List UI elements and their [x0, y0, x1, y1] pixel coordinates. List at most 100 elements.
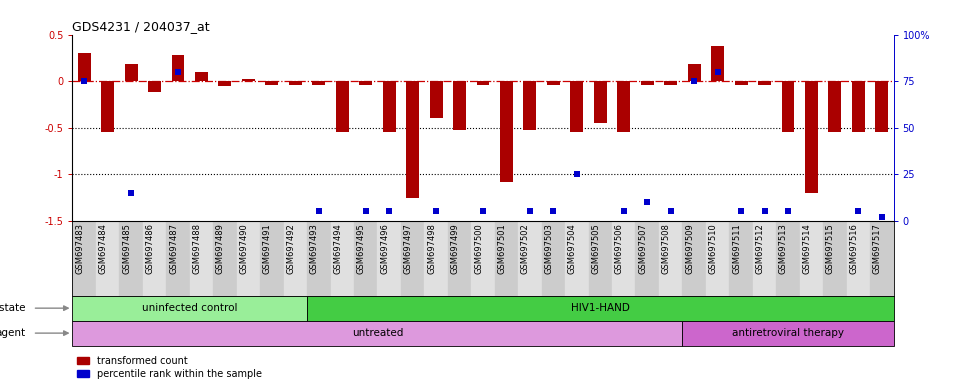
Bar: [237, 221, 260, 296]
Bar: [72, 321, 682, 346]
Text: GSM697503: GSM697503: [545, 223, 554, 274]
Bar: [213, 221, 237, 296]
Point: [569, 171, 584, 177]
Point: [639, 199, 655, 205]
Bar: [218, 81, 232, 86]
Text: GSM697501: GSM697501: [497, 223, 506, 274]
Bar: [307, 296, 894, 321]
Text: GSM697497: GSM697497: [404, 223, 412, 274]
Bar: [383, 81, 396, 132]
Text: GSM697493: GSM697493: [310, 223, 319, 274]
Text: GSM697508: GSM697508: [662, 223, 670, 274]
Point: [733, 209, 749, 215]
Bar: [284, 221, 307, 296]
Bar: [570, 81, 583, 132]
Bar: [711, 46, 724, 81]
Text: disease state: disease state: [0, 303, 25, 313]
Bar: [330, 221, 354, 296]
Bar: [524, 81, 536, 129]
Point: [523, 209, 538, 215]
Bar: [148, 81, 161, 92]
Text: GSM697494: GSM697494: [333, 223, 342, 274]
Bar: [777, 221, 800, 296]
Text: GSM697500: GSM697500: [474, 223, 483, 274]
Point: [710, 69, 725, 75]
Text: GSM697492: GSM697492: [286, 223, 296, 274]
Text: GSM697517: GSM697517: [873, 223, 882, 274]
Bar: [453, 81, 466, 129]
Bar: [242, 79, 255, 81]
Text: GSM697486: GSM697486: [146, 223, 155, 274]
Point: [358, 209, 374, 215]
Text: GSM697507: GSM697507: [639, 223, 647, 274]
Bar: [401, 221, 424, 296]
Bar: [495, 221, 518, 296]
Point: [756, 209, 772, 215]
Text: uninfected control: uninfected control: [142, 303, 238, 313]
Text: GSM697485: GSM697485: [122, 223, 131, 274]
Bar: [682, 321, 894, 346]
Bar: [588, 221, 612, 296]
Bar: [471, 221, 495, 296]
Bar: [266, 81, 278, 85]
Bar: [354, 221, 378, 296]
Text: GSM697491: GSM697491: [263, 223, 271, 274]
Text: GSM697510: GSM697510: [709, 223, 718, 274]
Point: [311, 209, 327, 215]
Text: GSM697516: GSM697516: [849, 223, 859, 274]
Bar: [378, 221, 401, 296]
Point: [382, 209, 397, 215]
Text: GSM697496: GSM697496: [381, 223, 389, 274]
Text: GSM697495: GSM697495: [356, 223, 366, 274]
Legend: transformed count, percentile rank within the sample: transformed count, percentile rank withi…: [77, 356, 262, 379]
Text: HIV1-HAND: HIV1-HAND: [571, 303, 630, 313]
Bar: [166, 221, 189, 296]
Bar: [542, 221, 565, 296]
Text: GSM697514: GSM697514: [803, 223, 811, 274]
Text: GDS4231 / 204037_at: GDS4231 / 204037_at: [72, 20, 210, 33]
Bar: [612, 221, 636, 296]
Bar: [758, 81, 771, 85]
Bar: [307, 221, 330, 296]
Text: untreated: untreated: [352, 328, 403, 338]
Bar: [805, 81, 818, 193]
Bar: [565, 221, 588, 296]
Bar: [800, 221, 823, 296]
Bar: [781, 81, 794, 132]
Bar: [665, 81, 677, 85]
Bar: [682, 221, 706, 296]
Text: GSM697488: GSM697488: [192, 223, 202, 274]
Text: GSM697498: GSM697498: [427, 223, 436, 274]
Bar: [829, 81, 841, 132]
Point: [475, 209, 491, 215]
Point: [663, 209, 678, 215]
Bar: [734, 81, 748, 85]
Bar: [195, 72, 208, 81]
Bar: [823, 221, 846, 296]
Point: [170, 69, 185, 75]
Bar: [636, 221, 659, 296]
Bar: [659, 221, 682, 296]
Point: [76, 78, 92, 84]
Bar: [424, 221, 448, 296]
Text: GSM697506: GSM697506: [614, 223, 624, 274]
Bar: [312, 81, 326, 85]
Point: [781, 209, 796, 215]
Point: [874, 214, 890, 220]
Bar: [72, 221, 96, 296]
Point: [546, 209, 561, 215]
Bar: [518, 221, 542, 296]
Bar: [875, 81, 889, 132]
Text: GSM697511: GSM697511: [732, 223, 741, 274]
Bar: [729, 221, 753, 296]
Bar: [870, 221, 894, 296]
Bar: [172, 55, 185, 81]
Bar: [594, 81, 607, 123]
Bar: [359, 81, 372, 85]
Bar: [72, 296, 307, 321]
Bar: [706, 221, 729, 296]
Text: GSM697502: GSM697502: [521, 223, 530, 274]
Text: GSM697487: GSM697487: [169, 223, 178, 274]
Bar: [96, 221, 120, 296]
Bar: [852, 81, 865, 132]
